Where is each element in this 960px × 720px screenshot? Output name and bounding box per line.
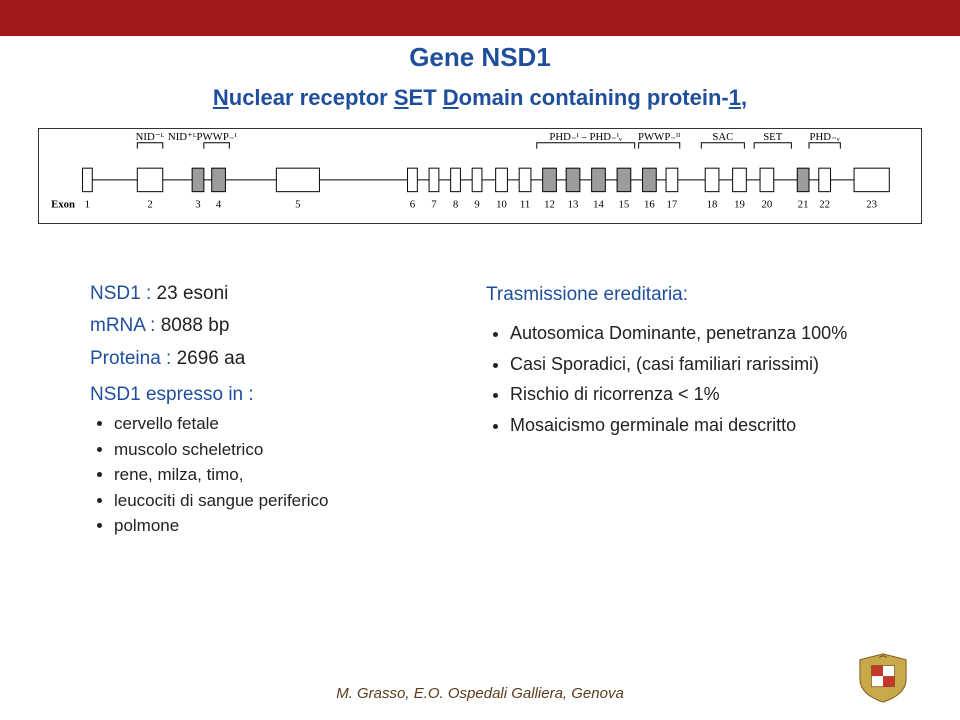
hl-S: S (394, 85, 409, 110)
svg-text:5: 5 (295, 198, 300, 210)
mrna-bp: mRNA : 8088 bp (90, 310, 450, 342)
svg-text:SAC: SAC (712, 131, 733, 143)
svg-text:9: 9 (474, 198, 479, 210)
svg-text:3: 3 (195, 198, 200, 210)
svg-text:SET: SET (763, 131, 783, 143)
inheritance-header: Trasmissione ereditaria: (486, 278, 906, 312)
list-item: muscolo scheletrico (114, 437, 450, 463)
svg-text:19: 19 (734, 198, 745, 210)
svg-text:7: 7 (431, 198, 437, 210)
page-subtitle: Nuclear receptor SET Domain containing p… (0, 85, 960, 111)
svg-text:15: 15 (619, 198, 630, 210)
svg-text:12: 12 (544, 198, 555, 210)
svg-text:PWWP₋ᴵᴵ: PWWP₋ᴵᴵ (638, 131, 680, 143)
page-title: Gene NSD1 (0, 42, 960, 73)
gene-diagram: 1234567891011121314151617181920212223Exo… (38, 128, 922, 224)
svg-text:10: 10 (496, 198, 507, 210)
svg-text:11: 11 (520, 198, 530, 210)
list-item: Casi Sporadici, (casi familiari rarissim… (510, 349, 906, 380)
list-item: rene, milza, timo, (114, 462, 450, 488)
svg-text:NID⁺ᴸ: NID⁺ᴸ (168, 131, 197, 143)
hl-N: N (213, 85, 229, 110)
list-item: cervello fetale (114, 411, 450, 437)
svg-text:16: 16 (644, 198, 655, 210)
list-item: Rischio di ricorrenza < 1% (510, 379, 906, 410)
svg-text:6: 6 (410, 198, 416, 210)
hl-D: D (443, 85, 459, 110)
list-item: polmone (114, 513, 450, 539)
svg-text:8: 8 (453, 198, 458, 210)
list-item: Autosomica Dominante, penetranza 100% (510, 318, 906, 349)
expression-list: cervello fetale muscolo scheletrico rene… (114, 411, 450, 539)
topbar (0, 0, 960, 36)
nsd1-exons: NSD1 : 23 esoni (90, 278, 450, 310)
protein-aa: Proteina : 2696 aa (90, 343, 450, 375)
svg-text:18: 18 (707, 198, 718, 210)
expressed-in-label: NSD1 espresso in : (90, 379, 450, 411)
svg-text:4: 4 (216, 198, 222, 210)
svg-text:PHD₋ᴵ – PHD₋ᴵᵥ: PHD₋ᴵ – PHD₋ᴵᵥ (549, 131, 623, 143)
info-left: NSD1 : 23 esoni mRNA : 8088 bp Proteina … (90, 278, 450, 539)
hl-1: 1 (729, 85, 741, 110)
list-item: Mosaicismo germinale mai descritto (510, 410, 906, 441)
svg-text:PHD₋ᵥ: PHD₋ᵥ (809, 131, 840, 143)
svg-text:Exon: Exon (51, 198, 75, 210)
svg-text:14: 14 (593, 198, 604, 210)
svg-text:13: 13 (568, 198, 579, 210)
footer-text: M. Grasso, E.O. Ospedali Galliera, Genov… (0, 685, 960, 702)
svg-text:22: 22 (819, 198, 830, 210)
svg-text:1: 1 (85, 198, 90, 210)
info-right: Trasmissione ereditaria: Autosomica Domi… (486, 278, 906, 441)
inheritance-list: Autosomica Dominante, penetranza 100% Ca… (510, 318, 906, 440)
gene-diagram-svg: 1234567891011121314151617181920212223Exo… (39, 129, 921, 223)
svg-text:PWWP₋ᴵ: PWWP₋ᴵ (197, 131, 237, 143)
svg-text:NID⁻ᴸ: NID⁻ᴸ (136, 131, 165, 143)
svg-text:2: 2 (147, 198, 152, 210)
svg-text:17: 17 (667, 198, 678, 210)
svg-text:21: 21 (798, 198, 809, 210)
svg-text:23: 23 (866, 198, 877, 210)
crest-icon (854, 652, 912, 704)
svg-text:20: 20 (762, 198, 773, 210)
list-item: leucociti di sangue periferico (114, 488, 450, 514)
